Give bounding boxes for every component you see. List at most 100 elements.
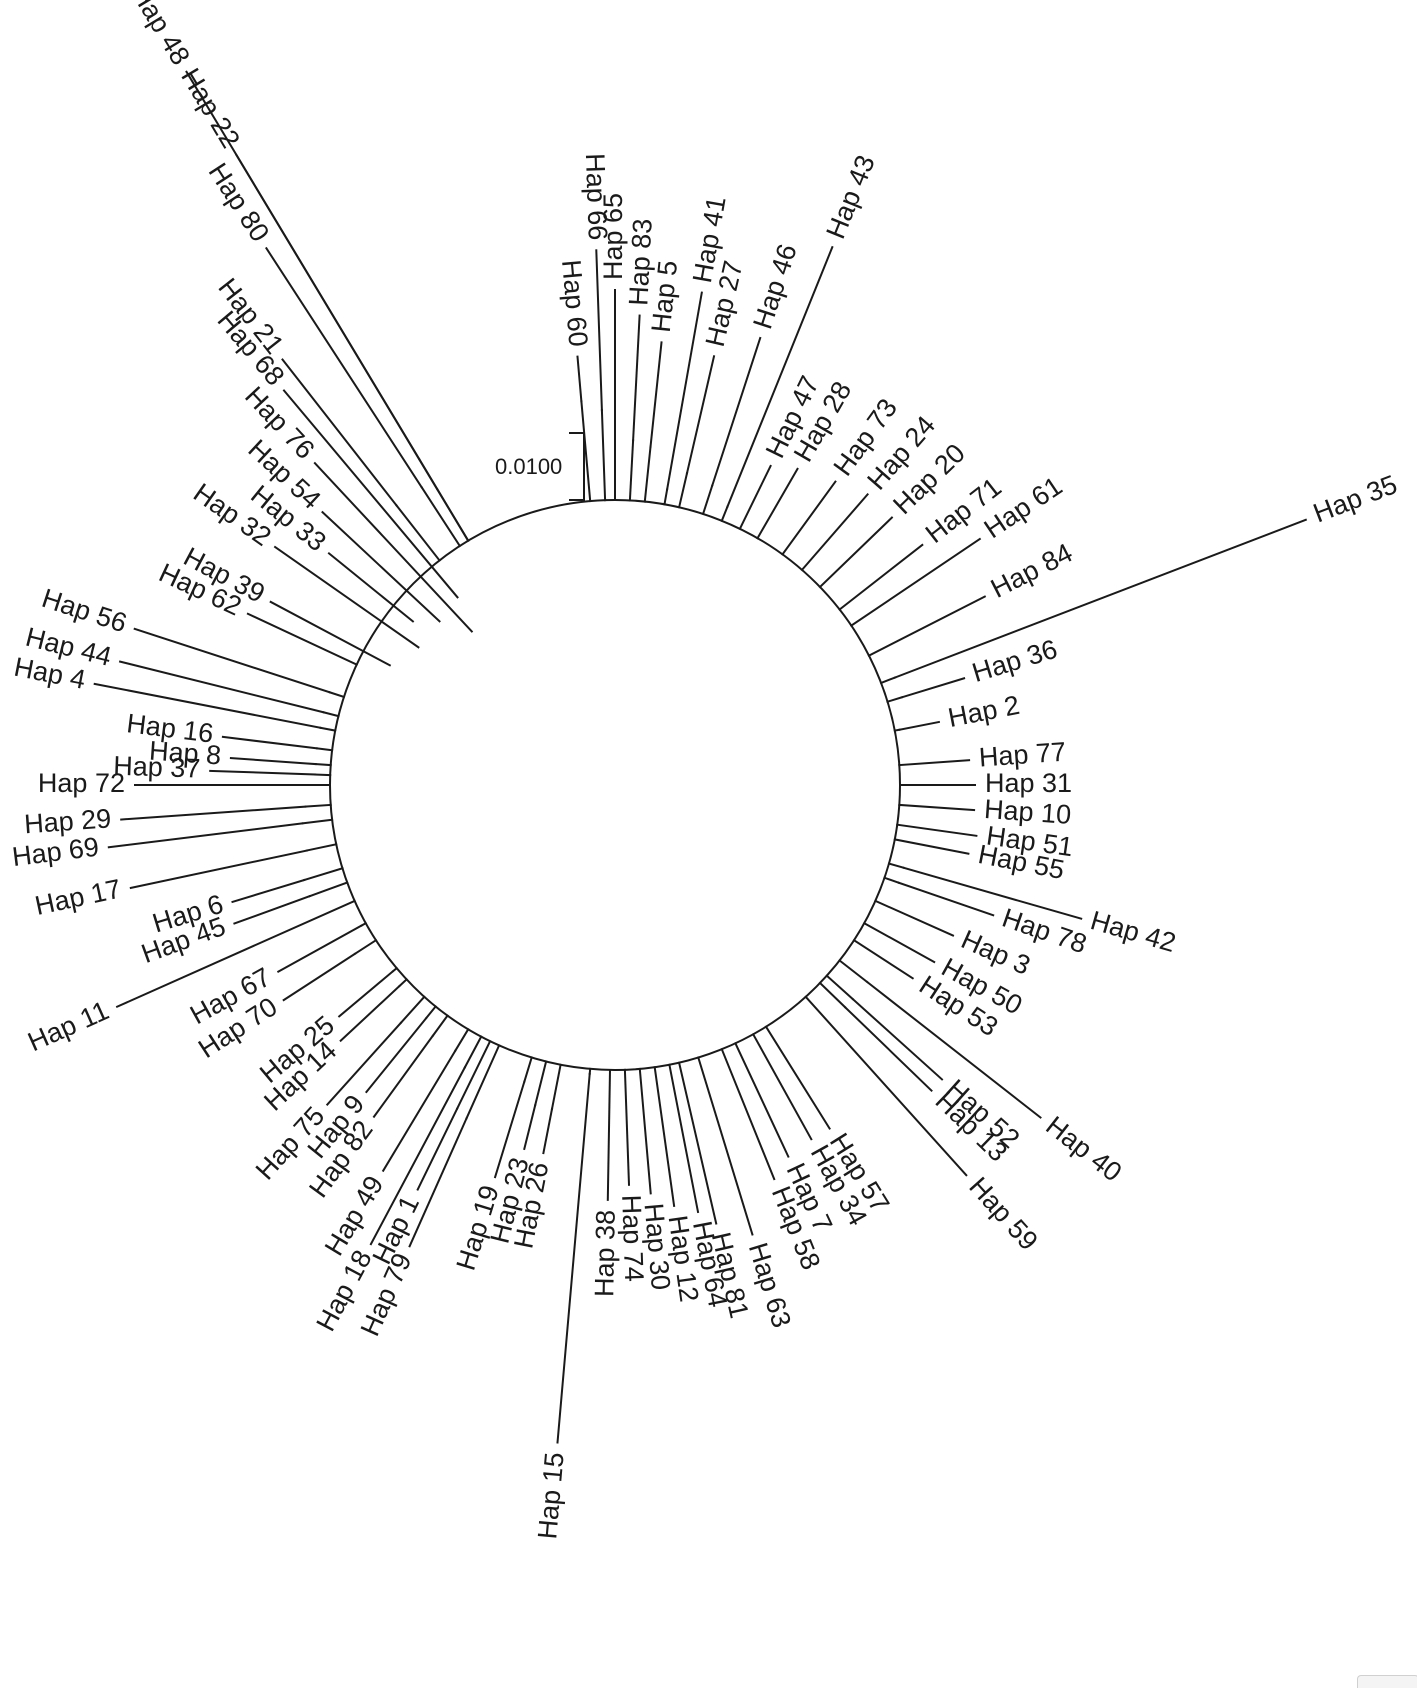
branch-hap-11	[115, 899, 356, 1009]
branch-hap-23	[523, 1103, 537, 1151]
branch-hap-81	[677, 1061, 718, 1225]
taxon-label: Hap 36	[969, 634, 1061, 688]
branch-hap-43	[726, 245, 834, 509]
taxon-label: Hap 29	[23, 803, 112, 839]
taxon-label: Hap 31	[985, 768, 1072, 798]
taxon-label: Hap 37	[113, 751, 201, 784]
corner-tab	[1357, 1675, 1417, 1688]
internal-branch	[883, 876, 900, 884]
branch-hap-8	[229, 757, 317, 766]
branch-hap-45	[233, 894, 311, 925]
branch-hap-5	[649, 341, 663, 448]
branch-hap-47	[738, 464, 772, 531]
branch-hap-80	[265, 246, 424, 489]
internal-branch	[628, 439, 635, 502]
branch-hap-27	[685, 355, 716, 475]
branch-hap-55	[893, 838, 970, 855]
internal-branch	[305, 843, 338, 852]
branch-hap-59	[804, 995, 968, 1177]
taxon-label: Hap 83	[623, 218, 658, 307]
branch-hap-39	[269, 600, 392, 667]
branch-hap-56	[133, 627, 331, 694]
taxon-label: Hap 74	[616, 1194, 649, 1282]
internal-branch	[580, 400, 592, 503]
internal-branch	[328, 691, 346, 699]
internal-branch	[818, 981, 847, 1009]
internal-branch	[879, 676, 897, 685]
branch-hap-73	[781, 480, 837, 556]
taxon-label: Hap 63	[743, 1239, 797, 1331]
internal-branch	[825, 974, 855, 1001]
internal-branch	[677, 472, 689, 509]
taxon-label: Hap 15	[532, 1451, 569, 1540]
branch-hap-82	[372, 1034, 435, 1119]
branch-hap-68	[282, 389, 459, 599]
internal-branch	[420, 485, 462, 548]
internal-branch	[394, 503, 441, 562]
branch-hap-63	[697, 1056, 754, 1236]
taxon-label: Hap 17	[32, 873, 123, 920]
branch-hap-34	[751, 1032, 813, 1141]
internal-branch	[463, 1035, 483, 1069]
branch-hap-9	[364, 1016, 428, 1094]
branch-hap-52	[851, 997, 944, 1081]
tree-backbone	[329, 499, 901, 1071]
branch-hap-75	[325, 1021, 403, 1107]
branch-hap-54	[321, 510, 441, 623]
taxon-label: Hap 38	[589, 1210, 621, 1298]
branch-hap-60	[576, 355, 583, 403]
branch-hap-50	[862, 921, 936, 964]
scale-bar-line	[569, 432, 585, 501]
branch-hap-30	[638, 1067, 652, 1195]
branch-hap-35	[893, 518, 1308, 679]
branch-hap-10	[898, 803, 976, 812]
branch-hap-33	[327, 551, 415, 623]
branch-hap-21	[281, 358, 398, 507]
branch-hap-49	[381, 1049, 457, 1173]
internal-branch	[886, 696, 904, 703]
internal-branch	[304, 803, 332, 808]
internal-branch	[887, 862, 905, 869]
branch-hap-19	[493, 1080, 526, 1179]
branch-hap-26	[542, 1107, 554, 1155]
branch-hap-78	[897, 881, 995, 917]
branch-hap-84	[867, 595, 987, 657]
branch-hap-36	[900, 677, 966, 699]
internal-branch	[453, 1027, 470, 1053]
taxon-label: Hap 43	[820, 151, 880, 243]
internal-branch	[455, 1039, 492, 1110]
backbone-ring	[329, 499, 901, 1071]
branch-hap-14	[339, 984, 401, 1043]
internal-branch	[893, 728, 901, 732]
branch-hap-57	[764, 1025, 831, 1130]
taxon-label: Hap 77	[978, 737, 1067, 773]
internal-branch	[643, 445, 652, 503]
tree-branches	[93, 70, 1308, 1444]
internal-branch	[533, 1060, 548, 1107]
branch-hap-15	[556, 1072, 591, 1444]
taxon-label: Hap 2	[946, 690, 1022, 733]
taxon-label: Hap 22	[175, 63, 246, 153]
branch-hap-28	[756, 467, 799, 540]
taxon-label: Hap 5	[646, 259, 683, 334]
branch-hap-16	[221, 735, 319, 750]
branch-hap-7	[734, 1041, 790, 1158]
branch-hap-22	[235, 153, 439, 491]
taxon-label: Hap 84	[986, 538, 1077, 604]
branch-hap-79	[408, 1117, 468, 1248]
taxon-label: Hap 59	[963, 1171, 1044, 1256]
branch-hap-61	[849, 537, 982, 627]
internal-branch	[435, 487, 470, 543]
internal-branch	[391, 966, 399, 973]
internal-branch	[314, 773, 332, 777]
taxon-label: Hap 65	[598, 193, 628, 280]
taxon-label: Hap 11	[23, 995, 113, 1057]
branch-hap-4	[93, 682, 322, 729]
branch-hap-40	[865, 980, 1042, 1119]
branch-hap-25	[337, 969, 395, 1018]
branch-hap-76	[313, 461, 474, 633]
internal-branch	[353, 938, 378, 956]
taxon-label: Hap 72	[38, 768, 125, 798]
internal-branch	[399, 995, 426, 1025]
